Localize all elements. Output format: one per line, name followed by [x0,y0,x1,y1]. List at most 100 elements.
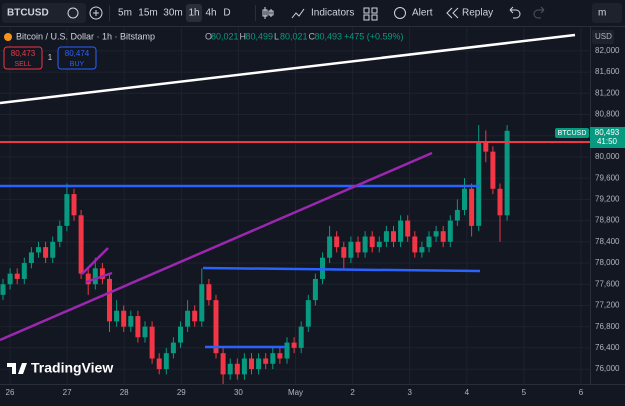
undo-icon[interactable] [509,6,521,19]
candle-body [391,231,396,242]
x-tick-label: 29 [177,388,186,397]
y-tick-label: 79,600 [595,173,620,182]
symbol-search[interactable] [2,3,86,23]
candle-body [227,363,233,375]
ohlc-value: 80,021 [280,31,308,41]
indicators-icon[interactable] [291,8,305,19]
x-tick-label: 26 [6,388,15,397]
candle-body [305,300,311,327]
symbol-tag [555,128,589,138]
candle-body [142,326,148,338]
candle-body [36,247,41,253]
candle-body [178,326,183,343]
candle-body [192,310,198,322]
candle-body [383,231,389,242]
candle-body [376,241,382,248]
countdown: 41:50 [597,137,618,146]
candle-body [99,268,105,279]
time-scale: 26 27 28 29 30 May 2 3 4 5 6 [6,388,584,397]
indicators-button[interactable]: Indicators [311,8,354,19]
candle-body [327,236,333,258]
x-tick-label: 4 [465,388,470,397]
candle-body [263,358,269,364]
sell-label: SELL [14,61,31,68]
alert-icon[interactable] [394,7,406,19]
replay-icon[interactable] [446,7,459,19]
ohlc: O80,021 H 80,499 L 80,021 C 80,493 [205,31,342,41]
y-tick-label: 76,400 [595,343,620,352]
x-tick-label: 3 [407,388,412,397]
candle-body [121,310,127,327]
candle-body [355,241,361,253]
candle-body [135,316,141,338]
y-tick-label: 76,000 [595,364,620,373]
candle-body [43,247,49,258]
horizontal-segment [202,266,481,273]
candle-body [462,188,467,210]
trend-line [0,33,576,105]
y-tick-label: 77,200 [595,301,620,310]
sell-button[interactable] [3,46,43,70]
x-tick-label: May [288,388,303,397]
interval-button[interactable]: 15m [138,8,157,19]
candle-body [405,220,411,237]
candle-body [206,284,212,301]
candle-body [298,326,304,348]
candle-body [241,358,247,375]
y-tick-label: 77,600 [595,279,620,288]
candle-body [362,236,368,253]
trend-line [81,247,109,275]
candle-body [369,236,375,248]
price-tag [590,127,625,148]
candle-body [440,231,446,242]
candle-body [14,273,20,279]
compare-plus [93,10,99,16]
candle-body [114,310,120,322]
candle-body [220,353,226,375]
candle-body [454,209,460,221]
corner-button[interactable] [592,3,622,23]
favorite-icon[interactable] [67,7,79,19]
candle-body [277,353,283,359]
candle-body [78,215,84,274]
candle-body [213,300,219,354]
candle-body [433,231,439,237]
currency-box[interactable] [592,30,614,44]
interval-button[interactable]: 5m [118,8,132,19]
layouts-icon[interactable] [363,7,378,21]
candle-body [234,363,240,375]
redo-icon[interactable] [533,6,545,19]
chart-type-icon[interactable] [262,7,274,19]
candle-body [185,310,191,327]
interval-button[interactable]: 4h [205,8,216,19]
ohlc-key: C [309,31,316,41]
symbol-logo [4,33,12,41]
candle-body [497,188,503,216]
buy-button[interactable] [57,46,97,70]
ohlc-key: L [274,31,279,41]
candle-body [483,141,489,152]
ohlc-key: H [240,31,247,41]
y-tick-label: 80,800 [595,110,620,119]
interval-button[interactable]: D [223,8,230,19]
replay-button[interactable]: Replay [462,8,493,19]
candle-body [0,284,6,295]
candle-body [419,247,425,253]
intervals: 5m 15m 30m 1h 4h D [118,8,231,19]
sell-price: 80,473 [11,49,36,58]
alert-button[interactable]: Alert [412,8,433,19]
x-tick-label: 30 [234,388,243,397]
candle-body [50,241,56,258]
price-axis [590,27,625,385]
x-tick-label: 28 [120,388,129,397]
interval-button[interactable]: 30m [163,8,182,19]
x-tick-label: 5 [522,388,527,397]
logo: TradingView [31,360,113,376]
candle-body [256,358,262,370]
currency: USD [595,32,612,41]
interval-button[interactable]: 1h [188,8,199,19]
compare-icon[interactable] [89,6,103,20]
price-scale: 76,000 76,400 76,800 77,200 77,600 78,000 78,4… [595,46,620,373]
candle-body [57,225,63,242]
